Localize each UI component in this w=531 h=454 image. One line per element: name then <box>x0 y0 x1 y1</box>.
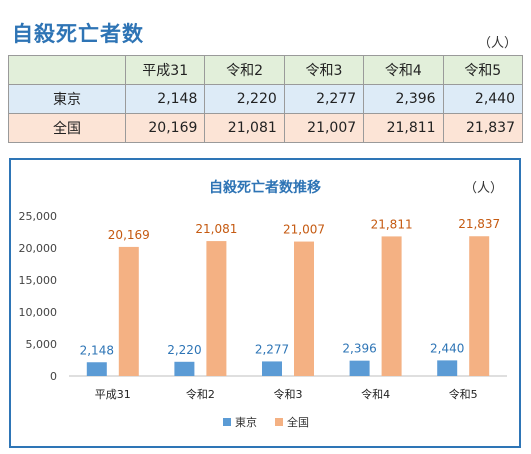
x-tick-label: 平成31 <box>95 388 131 401</box>
data-label-tokyo: 2,148 <box>80 343 114 357</box>
header-cell: 令和3 <box>283 55 365 85</box>
chart-unit-label: （人） <box>464 181 503 196</box>
legend-swatch-tokyo <box>223 418 231 426</box>
header-cell: 平成31 <box>124 55 206 85</box>
data-label-national: 21,081 <box>195 222 237 236</box>
data-label-tokyo: 2,396 <box>342 342 376 356</box>
table-cell: 21,811 <box>363 113 444 143</box>
unit-label: （人） <box>477 36 517 51</box>
data-label-national: 21,837 <box>458 217 500 231</box>
y-tick-label: 10,000 <box>19 306 58 319</box>
data-label-national: 21,811 <box>371 217 413 231</box>
table-cell: 2,277 <box>283 84 365 114</box>
table-row-national: 全国 20,169 21,081 21,007 21,811 21,837 <box>8 113 524 143</box>
y-tick-label: 15,000 <box>19 274 58 287</box>
bar-tokyo <box>86 362 107 376</box>
header-cell: 令和4 <box>363 55 444 85</box>
chart-title: 自殺死亡者数推移 <box>209 179 321 196</box>
header-cell: 令和2 <box>204 55 285 85</box>
data-label-tokyo: 2,440 <box>430 341 464 355</box>
y-tick-label: 5,000 <box>26 338 58 351</box>
table-cell: 21,081 <box>204 113 285 143</box>
bar-tokyo <box>437 360 458 376</box>
table-header-row: 平成31 令和2 令和3 令和4 令和5 <box>8 55 524 85</box>
table-cell: 21,007 <box>283 113 365 143</box>
bar-national <box>469 236 490 376</box>
legend-label-tokyo: 東京 <box>235 415 257 429</box>
data-label-tokyo: 2,220 <box>167 343 201 357</box>
legend-label-national: 全国 <box>287 415 309 429</box>
bar-national <box>118 246 139 376</box>
data-label-tokyo: 2,277 <box>255 342 289 356</box>
bar-national <box>381 236 402 376</box>
x-tick-label: 令和4 <box>361 387 390 401</box>
table-cell: 2,396 <box>363 84 444 114</box>
table-row-tokyo: 東京 2,148 2,220 2,277 2,396 2,440 <box>8 84 524 114</box>
y-tick-label: 25,000 <box>19 210 58 223</box>
row-label: 東京 <box>8 84 126 114</box>
header-cell: 令和5 <box>442 55 524 85</box>
data-label-national: 21,007 <box>283 223 325 237</box>
x-tick-label: 令和3 <box>274 387 303 401</box>
bar-tokyo <box>174 361 195 376</box>
bar-national <box>206 241 227 376</box>
summary-table: 平成31 令和2 令和3 令和4 令和5 東京 2,148 2,220 2,27… <box>8 55 524 143</box>
chart-frame: 自殺死亡者数推移 （人） 0 5,000 10,000 15,000 20,000 25,00… <box>9 158 521 448</box>
table-cell: 21,837 <box>442 113 524 143</box>
header-cell-corner <box>8 55 126 85</box>
table-cell: 2,148 <box>124 84 206 114</box>
bar-chart: 自殺死亡者数推移 （人） 0 5,000 10,000 15,000 20,000 25,00… <box>19 179 507 429</box>
data-label-national: 20,169 <box>108 228 150 242</box>
page-title: 自殺死亡者数 <box>12 22 144 46</box>
bar-national <box>294 241 314 376</box>
bar-tokyo <box>262 361 282 376</box>
row-label: 全国 <box>8 113 126 143</box>
bar-tokyo <box>349 360 370 376</box>
table-cell: 20,169 <box>124 113 206 143</box>
table-cell: 2,220 <box>204 84 285 114</box>
y-tick-label: 20,000 <box>19 242 58 255</box>
y-tick-label: 0 <box>50 370 57 383</box>
table-cell: 2,440 <box>442 84 524 114</box>
legend-swatch-national <box>275 418 283 426</box>
x-tick-label: 令和2 <box>186 387 215 401</box>
x-tick-label: 令和5 <box>449 387 478 401</box>
